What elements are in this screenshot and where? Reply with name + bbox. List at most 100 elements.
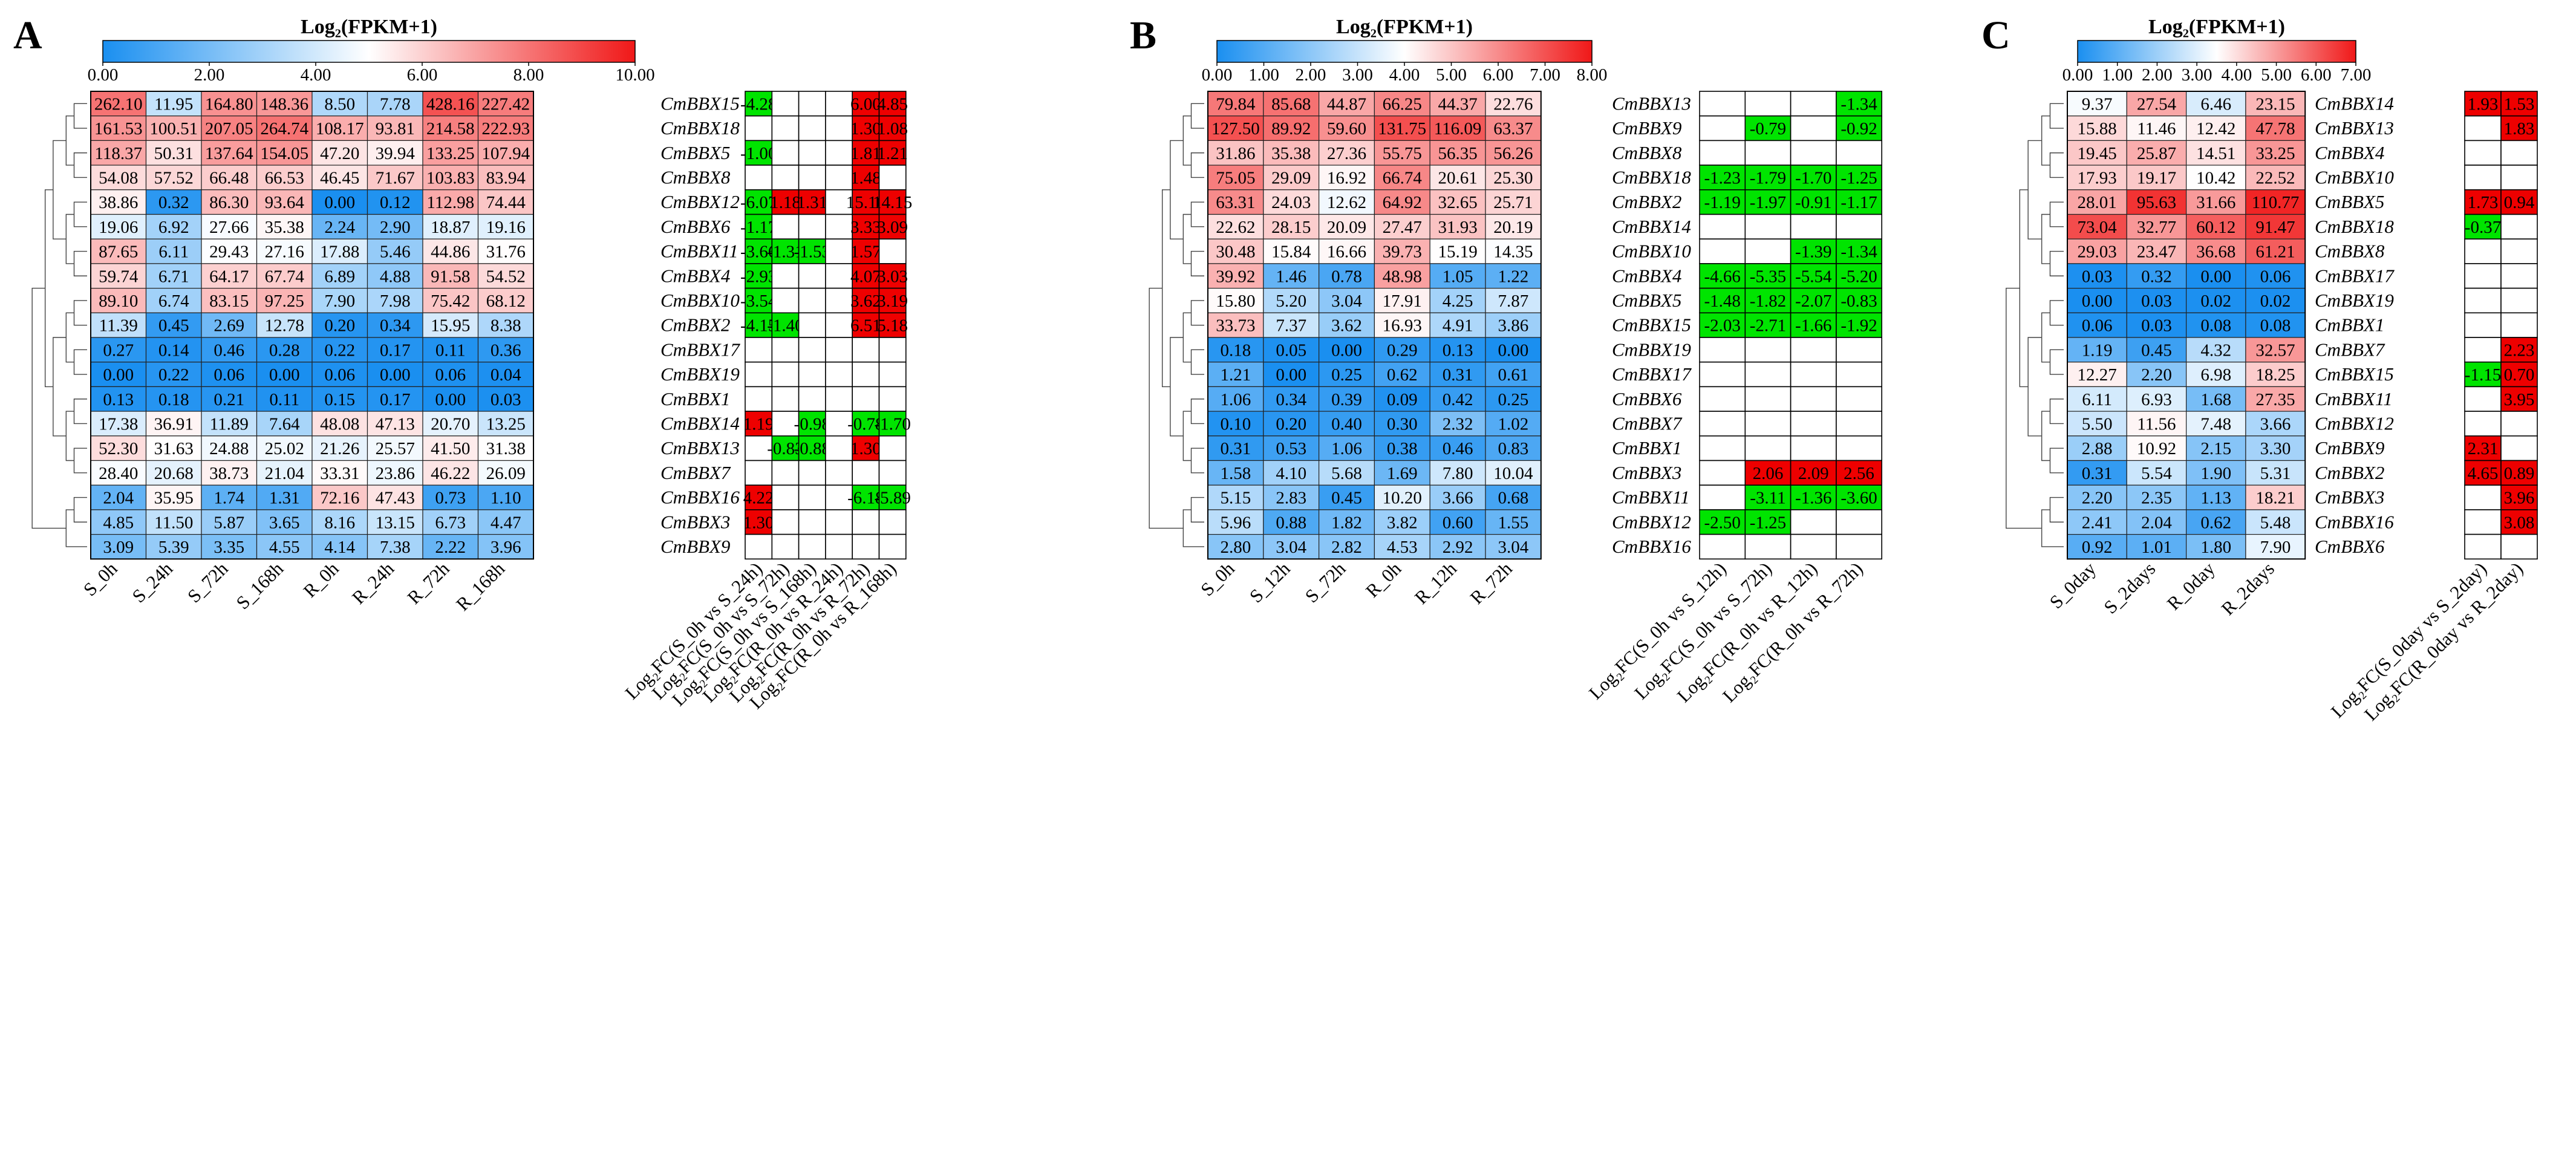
colorbar-tick-label: 2.00 [1296, 65, 1326, 85]
heat-cell [2245, 312, 2306, 338]
heat-value: 93.81 [376, 119, 415, 138]
heat-cell [422, 386, 479, 412]
heat-cell [2067, 411, 2127, 437]
heat-value: 20.19 [1493, 218, 1533, 237]
heat-value: 35.38 [265, 218, 304, 237]
heat-cell [367, 116, 423, 141]
fc-cell [852, 337, 880, 363]
heat-value: 7.87 [1498, 292, 1529, 311]
fc-value: 2.31 [2468, 439, 2499, 458]
fc-value: -1.34 [1841, 94, 1877, 114]
colorbar-tick-label: 10.00 [615, 65, 654, 85]
heat-value: 0.45 [2141, 340, 2172, 360]
heat-cell [256, 533, 313, 559]
heat-cell [1207, 164, 1264, 191]
fc-value: 1.48 [850, 168, 881, 187]
heat-value: 31.76 [486, 243, 526, 262]
column-label: S_2days [2099, 558, 2159, 618]
heat-value: 41.50 [431, 439, 470, 458]
heat-cell [367, 288, 423, 313]
fc-cell [1699, 435, 1746, 461]
heat-value: 5.54 [2141, 464, 2172, 483]
heat-cell [477, 484, 534, 510]
fc-cell [798, 533, 826, 560]
heat-cell [477, 435, 534, 461]
fc-cell [1699, 213, 1746, 240]
row-dendrogram [2006, 103, 2064, 547]
heat-value: 15.84 [1271, 243, 1311, 262]
heat-value: 31.66 [2196, 193, 2235, 212]
fc-value: -1.17 [740, 218, 777, 237]
heat-cell [2126, 509, 2187, 535]
heat-cell [477, 164, 534, 191]
heat-cell [422, 533, 479, 559]
heat-value: 47.43 [376, 489, 415, 508]
gene-label: CmBBX5 [660, 142, 730, 163]
colorbar-tick-label: 6.00 [1483, 65, 1514, 85]
fc-cell [1790, 509, 1837, 535]
fc-cell [798, 484, 826, 510]
row-dendrogram [1149, 103, 1204, 547]
heat-cell [145, 213, 202, 239]
fc-value: -6.18 [847, 489, 884, 508]
fc-value: 2.23 [2504, 340, 2535, 360]
gene-label: CmBBX19 [660, 363, 740, 385]
heat-value: 0.10 [1221, 414, 1251, 434]
heat-cell [1319, 386, 1375, 412]
heat-value: 6.89 [324, 267, 355, 286]
heat-value: 264.74 [260, 119, 308, 138]
gene-label: CmBBX3 [2315, 487, 2384, 508]
fc-value: -1.23 [1704, 168, 1740, 187]
heat-value: 1.19 [2082, 340, 2113, 360]
fc-value: 5.18 [877, 316, 908, 336]
fc-value: -3.54 [740, 292, 777, 311]
heat-value: 55.75 [1383, 144, 1422, 163]
heat-cell [145, 263, 202, 289]
fc-value: 3.95 [2504, 390, 2535, 409]
gene-label: CmBBX9 [660, 536, 730, 557]
fc-cell [825, 312, 853, 338]
heat-value: 5.46 [380, 243, 411, 262]
fc-cell [2500, 312, 2538, 338]
column-label: R_168h [452, 558, 509, 615]
heat-cell [2067, 386, 2127, 412]
heat-value: 112.98 [426, 193, 474, 212]
fc-cell [1836, 238, 1882, 264]
heat-value: 73.04 [2078, 218, 2118, 237]
heat-cell [2067, 164, 2127, 191]
heat-cell [2126, 411, 2187, 437]
heat-value: 2.83 [1276, 489, 1306, 508]
heat-cell [1429, 164, 1486, 191]
fc-cell [798, 460, 826, 486]
fc-value: -1.39 [1795, 243, 1831, 262]
heat-value: 1.90 [2200, 464, 2231, 483]
heat-value: 2.24 [324, 218, 355, 237]
colorbar-tick-label: 1.00 [1248, 65, 1279, 85]
heat-value: 89.10 [99, 292, 138, 311]
heat-value: 7.80 [1443, 464, 1473, 483]
heat-value: 91.58 [431, 267, 470, 286]
heat-cell [2245, 140, 2306, 166]
heat-value: 0.06 [435, 365, 466, 385]
heat-value: 0.34 [380, 316, 411, 336]
fc-cell [852, 484, 880, 510]
fc-value: 4.65 [2468, 464, 2499, 483]
heat-value: 86.30 [209, 193, 249, 212]
fc-cell [2500, 189, 2538, 215]
heat-cell [422, 411, 479, 437]
heat-value: 24.88 [209, 439, 249, 458]
heat-cell [367, 484, 423, 510]
heat-value: 0.32 [2141, 267, 2172, 286]
gene-label: CmBBX8 [1612, 142, 1682, 163]
colorbar-tick-label: 8.00 [514, 65, 544, 85]
heat-value: 0.18 [158, 390, 189, 409]
heat-cell [1429, 460, 1486, 486]
fc-value: 2.56 [1844, 464, 1874, 483]
heat-value: 46.45 [320, 168, 359, 187]
heat-cell [1485, 509, 1542, 535]
fc-cell [1699, 238, 1746, 264]
heat-value: 1.31 [269, 489, 300, 508]
fc-column-label: Log₂FC(S_0day vs S_2day) [2327, 558, 2491, 722]
heat-value: 3.66 [1443, 489, 1473, 508]
fc-cell [1699, 509, 1746, 535]
